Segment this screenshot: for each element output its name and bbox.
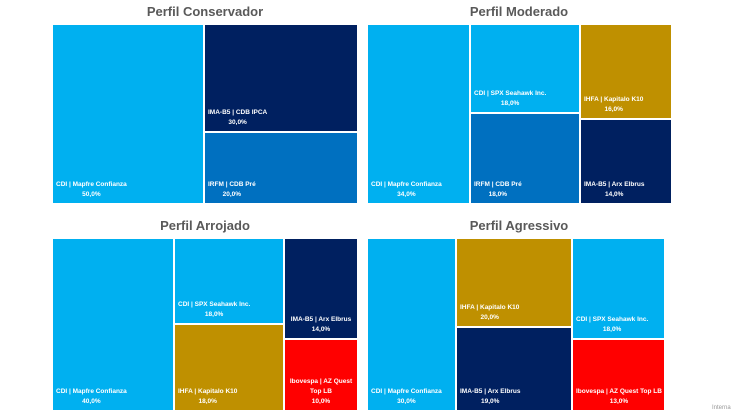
tile-percent: 20,0% bbox=[222, 191, 242, 198]
tile-name: IMA-B5 | Arx Elbrus bbox=[460, 388, 521, 395]
tile-label: Ibovespa | AZ Quest Top LB 13,0% bbox=[576, 387, 662, 407]
tile-name: IHFA | Kapitalo K10 bbox=[584, 96, 644, 103]
tile-percent: 20,0% bbox=[480, 314, 499, 321]
tile-percent: 13,0% bbox=[609, 398, 629, 405]
treemap-tile: IMA-B5 | CDB IPCA 30,0% bbox=[204, 24, 358, 132]
tile-percent: 19,0% bbox=[481, 398, 500, 405]
tile-label: IMA-B5 | Arx Elbrus 14,0% bbox=[584, 180, 644, 200]
chart-title: Perfil Agressivo bbox=[469, 218, 569, 233]
tile-percent: 18,0% bbox=[602, 326, 622, 333]
tile-label: IRFM | CDB Pré 18,0% bbox=[474, 180, 522, 200]
tile-percent: 18,0% bbox=[198, 398, 217, 405]
treemap-tile: CDI | Mapfre Confianza 30,0% bbox=[367, 238, 456, 411]
tile-name: IHFA | Kapitalo K10 bbox=[178, 388, 238, 395]
tile-percent: 10,0% bbox=[311, 398, 331, 405]
treemap-tile: CDI | SPX Seahawk Inc. 18,0% bbox=[470, 24, 580, 113]
tile-percent: 16,0% bbox=[604, 106, 623, 113]
tile-label: CDI | SPX Seahawk Inc. 18,0% bbox=[178, 300, 250, 320]
tile-percent: 30,0% bbox=[228, 119, 247, 126]
tile-percent: 14,0% bbox=[311, 326, 331, 333]
tile-label: CDI | Mapfre Confianza 50,0% bbox=[56, 180, 127, 200]
treemap-tile: CDI | SPX Seahawk Inc. 18,0% bbox=[174, 238, 284, 324]
tile-label: CDI | SPX Seahawk Inc. 18,0% bbox=[474, 89, 546, 109]
classification-label: Interna bbox=[712, 405, 731, 411]
tile-name: Ibovespa | AZ Quest Top LB bbox=[576, 388, 662, 395]
tile-percent: 40,0% bbox=[82, 398, 101, 405]
tile-name: CDI | Mapfre Confianza bbox=[371, 388, 442, 395]
treemap-tile: IHFA | Kapitalo K10 20,0% bbox=[456, 238, 572, 327]
treemap-tile: Ibovespa | AZ Quest Top LB 10,0% bbox=[284, 339, 358, 411]
tile-label: IRFM | CDB Pré 20,0% bbox=[208, 180, 256, 200]
tile-label: CDI | Mapfre Confianza 34,0% bbox=[371, 180, 442, 200]
tile-name: IRFM | CDB Pré bbox=[474, 181, 522, 188]
treemap-tile: CDI | Mapfre Confianza 50,0% bbox=[52, 24, 204, 204]
treemap-tile: IHFA | Kapitalo K10 16,0% bbox=[580, 24, 672, 119]
tile-name: Ibovespa | AZ Quest Top LB bbox=[289, 378, 353, 395]
tile-name: CDI | Mapfre Confianza bbox=[56, 388, 127, 395]
chart-title: Perfil Conservador bbox=[146, 4, 264, 19]
tile-label: CDI | SPX Seahawk Inc. 18,0% bbox=[576, 315, 648, 335]
tile-label: IHFA | Kapitalo K10 18,0% bbox=[178, 387, 237, 407]
tile-percent: 14,0% bbox=[605, 191, 624, 198]
tile-label: CDI | Mapfre Confianza 40,0% bbox=[56, 387, 127, 407]
tile-name: CDI | Mapfre Confianza bbox=[371, 181, 442, 188]
tile-percent: 18,0% bbox=[204, 311, 224, 318]
tile-label: CDI | Mapfre Confianza 30,0% bbox=[371, 387, 442, 407]
tile-percent: 50,0% bbox=[82, 191, 101, 198]
tile-percent: 34,0% bbox=[397, 191, 416, 198]
treemap-tile: CDI | Mapfre Confianza 40,0% bbox=[52, 238, 174, 411]
chart-title: Perfil Arrojado bbox=[160, 218, 250, 233]
treemap-tile: CDI | SPX Seahawk Inc. 18,0% bbox=[572, 238, 665, 339]
treemap-tile: CDI | Mapfre Confianza 34,0% bbox=[367, 24, 470, 204]
tile-label: IMA-B5 | CDB IPCA 30,0% bbox=[208, 108, 267, 128]
treemap-tile: IMA-B5 | Arx Elbrus 14,0% bbox=[580, 119, 672, 204]
treemap-tile: IHFA | Kapitalo K10 18,0% bbox=[174, 324, 284, 411]
tile-name: IMA-B5 | Arx Elbrus bbox=[290, 316, 352, 323]
tile-name: CDI | SPX Seahawk Inc. bbox=[576, 316, 649, 323]
tile-name: IMA-B5 | CDB IPCA bbox=[208, 109, 268, 116]
treemap-tile: IMA-B5 | Arx Elbrus 19,0% bbox=[456, 327, 572, 411]
treemap-tile: IRFM | CDB Pré 18,0% bbox=[470, 113, 580, 204]
tile-name: IHFA | Kapitalo K10 bbox=[460, 304, 520, 311]
tile-name: CDI | SPX Seahawk Inc. bbox=[474, 90, 547, 97]
tile-label: IMA-B5 | Arx Elbrus 14,0% bbox=[288, 315, 354, 335]
tile-label: Ibovespa | AZ Quest Top LB 10,0% bbox=[288, 377, 354, 407]
tile-percent: 18,0% bbox=[488, 191, 508, 198]
tile-name: IMA-B5 | Arx Elbrus bbox=[584, 181, 645, 188]
tile-percent: 18,0% bbox=[500, 100, 520, 107]
tile-label: IHFA | Kapitalo K10 16,0% bbox=[584, 95, 643, 115]
tile-name: CDI | Mapfre Confianza bbox=[56, 181, 127, 188]
tile-percent: 30,0% bbox=[397, 398, 416, 405]
tile-name: CDI | SPX Seahawk Inc. bbox=[178, 301, 251, 308]
treemap-tile: Ibovespa | AZ Quest Top LB 13,0% bbox=[572, 339, 665, 411]
treemap-tile: IMA-B5 | Arx Elbrus 14,0% bbox=[284, 238, 358, 339]
tile-name: IRFM | CDB Pré bbox=[208, 181, 256, 188]
tile-label: IMA-B5 | Arx Elbrus 19,0% bbox=[460, 387, 520, 407]
treemap-tile: IRFM | CDB Pré 20,0% bbox=[204, 132, 358, 204]
tile-label: IHFA | Kapitalo K10 20,0% bbox=[460, 303, 519, 323]
chart-title: Perfil Moderado bbox=[469, 4, 569, 19]
